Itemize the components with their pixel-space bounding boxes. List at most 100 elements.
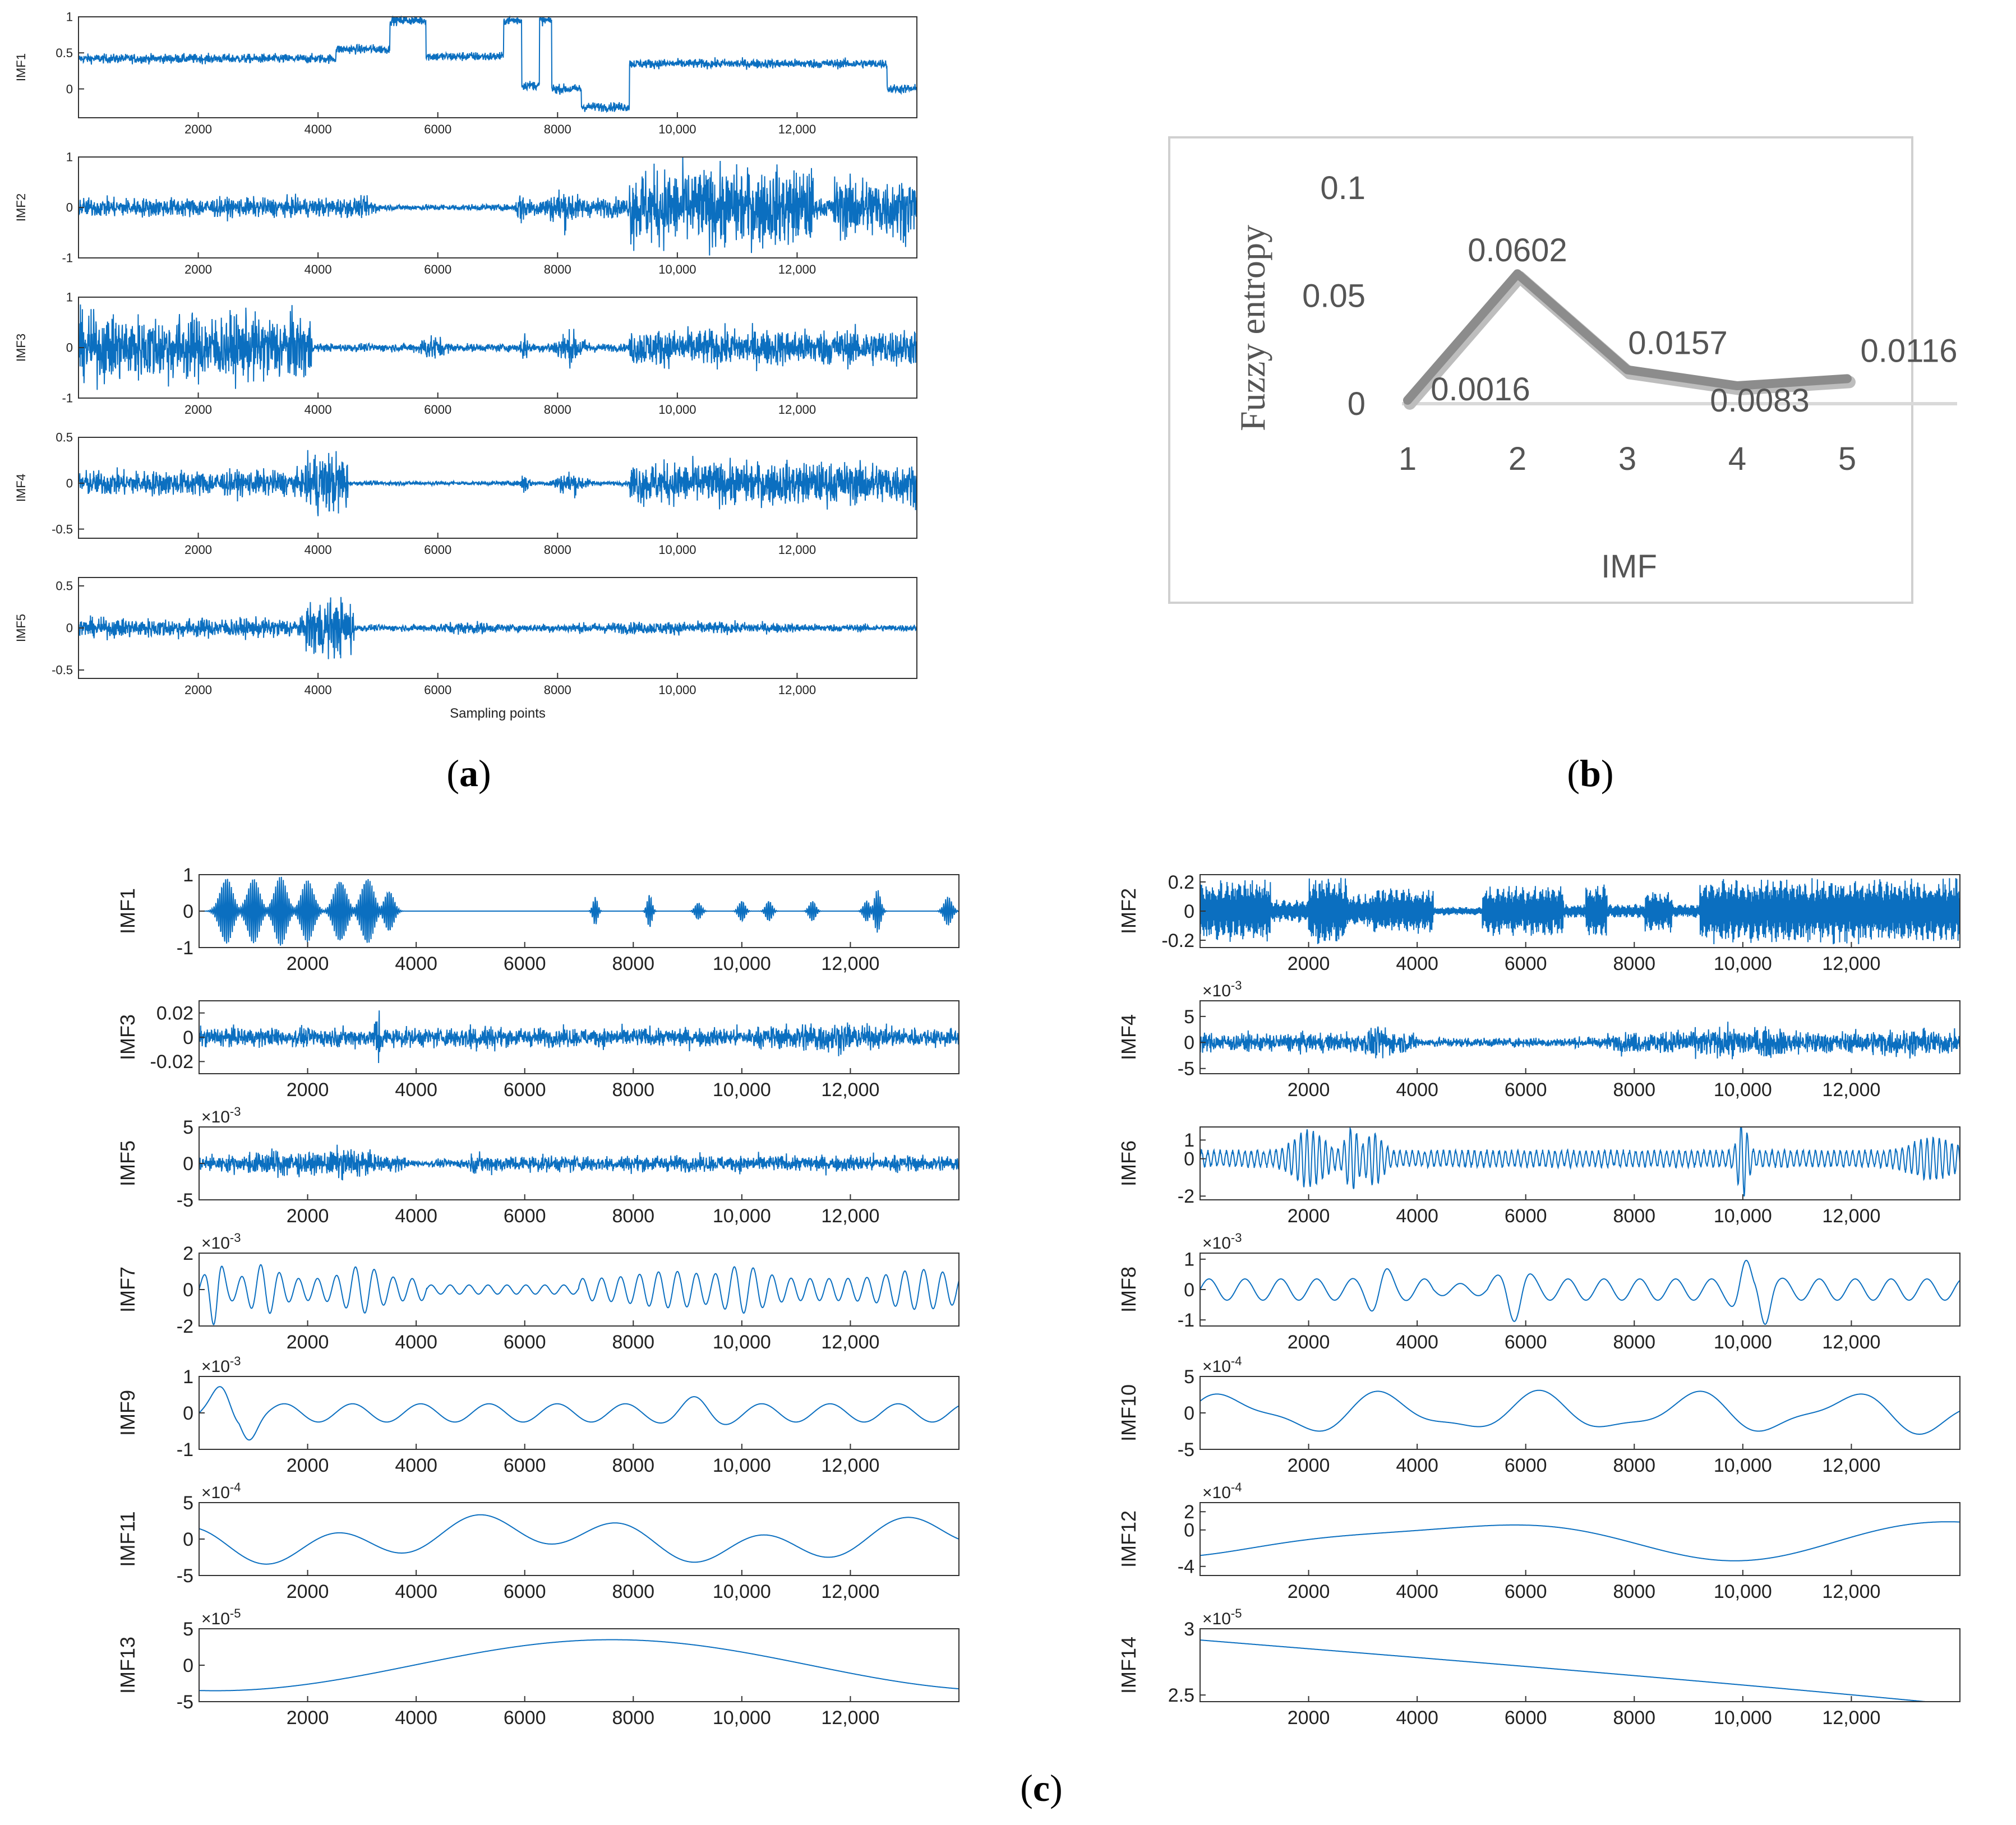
x-tick-label: 8000: [1613, 1455, 1655, 1476]
exponent-label: ×10-3: [201, 1231, 241, 1253]
y-tick-label: -0.5: [52, 663, 73, 677]
x-tick-label: 8000: [612, 1079, 654, 1101]
y-axis-label: IMF3: [14, 334, 28, 362]
x-tick-label: 12,000: [778, 683, 816, 697]
signal-line: [199, 1639, 959, 1692]
x-tick-label: 12,000: [821, 953, 879, 974]
subplot-imf9: 2000 4000 6000 8000 10,000 12,000 1 0 -1 IMF9 ×10-…: [116, 1354, 959, 1476]
x-tick-label: 8000: [612, 1205, 654, 1227]
x-tick-label: 6000: [504, 953, 546, 974]
x-tick-label: 4000: [305, 403, 332, 417]
y-tick-label: 0: [183, 1529, 193, 1550]
x-tick-label: 10,000: [1714, 1079, 1772, 1101]
x-tick-label: 4000: [305, 683, 332, 697]
y-tick-label: 0: [66, 82, 73, 96]
x-tick-label: 6000: [1505, 1079, 1547, 1101]
x-tick-label: 2000: [1288, 1332, 1330, 1353]
y-tick-label: 0.02: [156, 1003, 193, 1024]
y-axis-label: IMF1: [116, 888, 139, 934]
x-tick-label: 10,000: [1714, 1205, 1772, 1227]
y-axis-label: IMF14: [1117, 1637, 1140, 1694]
axes-frame: [78, 437, 917, 539]
x-tick-label: 12,000: [1822, 1332, 1880, 1353]
y-tick-label: 0: [66, 201, 73, 215]
x-tick-label: 6000: [504, 1205, 546, 1227]
x-tick-label: 2000: [287, 1455, 329, 1476]
x-tick-label: 10,000: [658, 262, 696, 276]
y-tick-label: -0.2: [1161, 930, 1194, 951]
x-tick-label: 2000: [287, 1205, 329, 1227]
signal-line: [78, 597, 917, 659]
y-axis-label: IMF5: [116, 1140, 139, 1186]
x-tick-label: 10,000: [713, 1707, 771, 1729]
x-tick-label: 4000: [1396, 1707, 1438, 1729]
x-tick-label: 2000: [287, 1079, 329, 1101]
data-label: 0.0116: [1860, 332, 1957, 369]
exponent-label: ×10-3: [1202, 1231, 1242, 1253]
x-tick-label: 12,000: [1822, 1455, 1880, 1476]
x-tick-label: 6000: [424, 262, 451, 276]
subplot-imf4: 2000 4000 6000 8000 10,000 12,000 0.5 0 -0.5 IMF4: [14, 431, 917, 557]
y-axis-label: IMF12: [1117, 1510, 1140, 1568]
y-tick-label: 2: [183, 1243, 193, 1264]
y-tick-label: 1: [66, 150, 73, 164]
subplot-imf14: 2000 4000 6000 8000 10,000 12,000 3 2.5 IMF14 ×10…: [1117, 1606, 1960, 1729]
y-axis-label: IMF5: [14, 614, 28, 642]
y-tick-label: -1: [1178, 1310, 1194, 1331]
x-tick-label: 12,000: [821, 1581, 879, 1602]
x-tick-label: 4: [1728, 441, 1746, 477]
panel-a: 2000 4000 6000 8000 10,000 12,00010.50IMF1200…: [14, 10, 917, 721]
y-tick-label: 0.05: [1302, 278, 1365, 315]
subplot-imf1: 2000 4000 6000 8000 10,000 12,000 1 0.5 0 IMF1: [14, 10, 917, 136]
x-tick-label: 2000: [1288, 1455, 1330, 1476]
subplot-imf4: 2000 4000 6000 8000 10,000 12,000 5 0 -5 IMF4 ×10-…: [1117, 978, 1960, 1101]
x-tick-label: 4000: [1396, 1079, 1438, 1101]
x-tick-label: 6000: [424, 683, 451, 697]
signal-line: [199, 1144, 959, 1181]
x-axis-label: Sampling points: [450, 706, 546, 721]
y-tick-label: 0: [183, 1027, 193, 1048]
x-tick-label: 8000: [544, 403, 571, 417]
x-tick-label: 6000: [504, 1707, 546, 1729]
y-axis-label: IMF11: [116, 1511, 139, 1567]
x-tick-label: 6000: [1505, 1205, 1547, 1227]
x-tick-label: 8000: [544, 543, 571, 557]
x-tick-label: 12,000: [821, 1079, 879, 1101]
axes-frame: [1200, 1126, 1960, 1200]
y-tick-label: 1: [66, 10, 73, 24]
x-tick-label: 4000: [395, 1205, 437, 1227]
x-tick-label: 2: [1508, 441, 1526, 477]
x-tick-label: 4000: [305, 122, 332, 136]
x-tick-label: 4000: [395, 1707, 437, 1729]
caption-b: (b): [1567, 752, 1614, 794]
exponent-label: ×10-4: [1202, 1480, 1242, 1502]
data-point: [1737, 385, 1738, 387]
y-axis-label: IMF4: [14, 474, 28, 502]
x-tick-label: 8000: [1613, 1079, 1655, 1101]
x-tick-label: 6000: [504, 1079, 546, 1101]
y-tick-label: 1: [1184, 1249, 1194, 1270]
x-tick-label: 12,000: [778, 262, 816, 276]
x-tick-label: 12,000: [778, 122, 816, 136]
y-axis-label: IMF9: [116, 1390, 139, 1436]
y-tick-label: 0: [66, 477, 73, 491]
x-tick-label: 8000: [544, 262, 571, 276]
x-tick-label: 10,000: [713, 1581, 771, 1602]
y-tick-label: 0: [1184, 1149, 1194, 1170]
subplot-imf2: 2000 4000 6000 8000 10,000 12,000 1 0 -1 IMF2: [14, 150, 917, 276]
axes-frame: [78, 16, 917, 118]
caption-a: (a): [446, 752, 491, 794]
signal-line: [1200, 1022, 1960, 1060]
x-tick-label: 2000: [287, 1707, 329, 1729]
x-tick-label: 8000: [612, 1332, 654, 1353]
x-tick-label: 4000: [305, 543, 332, 557]
exponent-label: ×10-5: [1202, 1606, 1242, 1628]
signal-line: [1200, 1521, 1960, 1561]
x-tick-label: 12,000: [821, 1332, 879, 1353]
y-tick-label: 2: [1184, 1501, 1194, 1523]
x-tick-label: 12,000: [778, 543, 816, 557]
x-tick-label: 10,000: [713, 1205, 771, 1227]
data-point: [1517, 273, 1518, 275]
x-tick-label: 8000: [1613, 1205, 1655, 1227]
x-tick-label: 2000: [1288, 1707, 1330, 1729]
